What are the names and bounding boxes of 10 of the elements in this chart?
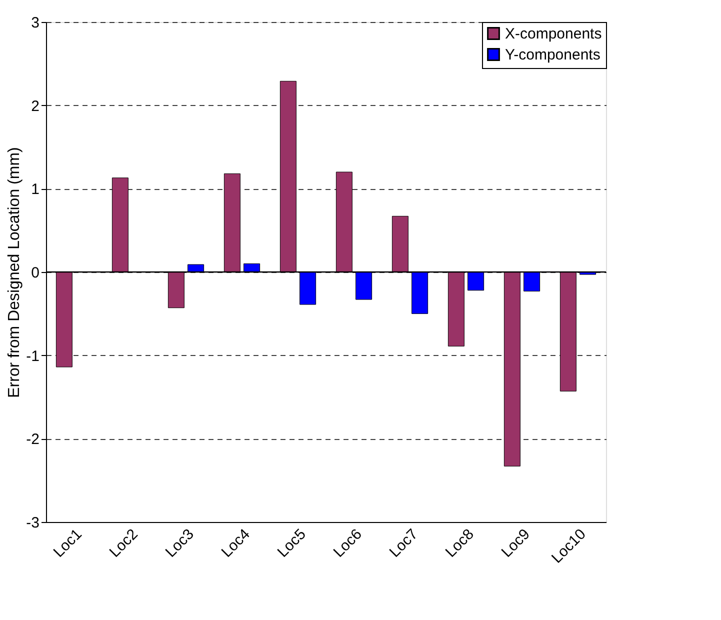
y-tick-label: 0 bbox=[31, 264, 40, 282]
y-tick-label: -2 bbox=[26, 431, 40, 448]
legend-label: Y-components bbox=[505, 46, 600, 64]
y-tick-label: 2 bbox=[31, 98, 40, 115]
y-tick-label: -3 bbox=[26, 514, 40, 532]
y-tick-label: -1 bbox=[26, 348, 40, 365]
y-tick-label: 3 bbox=[31, 14, 40, 32]
y-tick-label: 1 bbox=[31, 181, 40, 198]
legend-label: X-components bbox=[505, 26, 602, 42]
y-axis-title: Error from Designed Location (mm) bbox=[6, 147, 24, 398]
